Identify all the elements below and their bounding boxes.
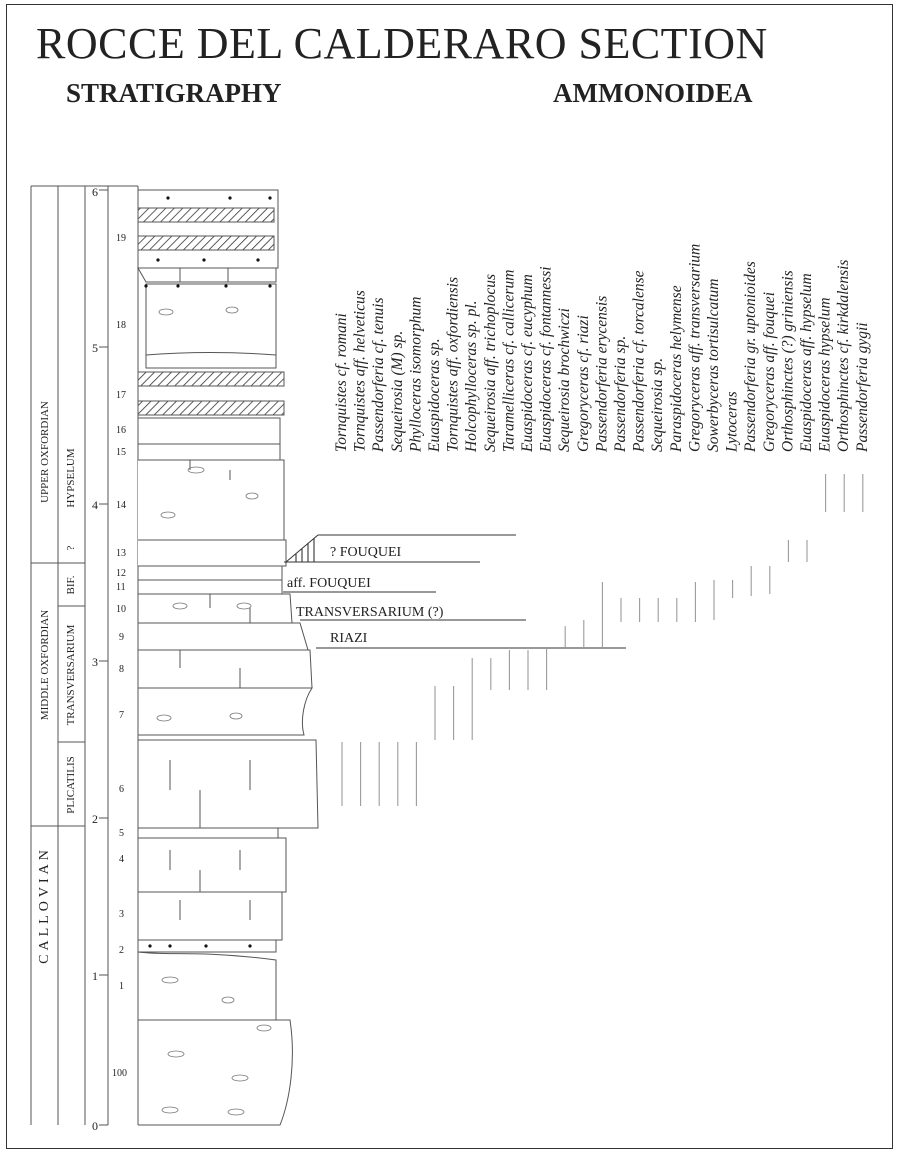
horizon-lines [283, 534, 626, 649]
species-label: Sequeirosia brochwiczi [556, 308, 573, 452]
lithologic-column [137, 189, 319, 1126]
species-labels: Tornquistes cf. romani Tornquistes aff. h… [333, 244, 871, 453]
scale-tick-1: 1 [92, 969, 98, 983]
horizon-transversarium: TRANSVERSARIUM (?) [296, 605, 444, 620]
stage-upper-oxfordian: UPPER OXFORDIAN [39, 401, 51, 503]
species-label: Sequeirosia (M) sp. [389, 331, 406, 452]
bed-17: 17 [116, 390, 126, 401]
bed-19: 19 [116, 233, 126, 244]
page-title: ROCCE DEL CALDERARO SECTION [36, 19, 768, 68]
species-label: Phylloceras isomorphum [407, 297, 424, 453]
zone-bif: BIF. [65, 575, 77, 594]
scale-tick-6: 6 [92, 185, 98, 199]
bed-14: 14 [116, 500, 126, 511]
ammonoidea-heading: AMMONOIDEA [553, 78, 753, 108]
bed-1: 1 [119, 981, 124, 992]
scale-tick-2: 2 [92, 812, 98, 826]
species-label: Euaspidoceras cf. fontannessi [538, 266, 555, 453]
species-label: Passendorferia cf. tenuis [370, 297, 387, 453]
zone-question: ? [65, 545, 77, 550]
scale-tick-0: 0 [92, 1119, 98, 1133]
species-label: Holcophylloceras sp. pl. [463, 300, 480, 453]
bed-8: 8 [119, 664, 124, 675]
bed-12: 12 [116, 568, 126, 579]
figure-frame [6, 4, 893, 1149]
species-label: Lytoceras [724, 391, 741, 453]
bed-3: 3 [119, 909, 124, 920]
stage-callovian: CALLOVIAN [37, 846, 52, 964]
stratigraphy-heading: STRATIGRAPHY [66, 78, 282, 108]
bed-100: 100 [112, 1068, 127, 1079]
scale-tick-3: 3 [92, 655, 98, 669]
bed-4: 4 [119, 854, 124, 865]
nodules [156, 306, 272, 1116]
species-label: Passendorferia erycensis [593, 296, 610, 453]
species-label: Euaspidoceras cf. eucyphum [519, 274, 536, 453]
species-label: Tornquistes cf. romani [333, 313, 350, 452]
bed-10: 10 [116, 604, 126, 615]
zone-hypselum: HYPSELUM [65, 448, 77, 508]
species-label: Tornquistes aff. oxfordiensis [445, 277, 462, 452]
horizon-riazi: RIAZI [330, 631, 368, 646]
species-label: Passendorferia cf. torcalense [631, 270, 648, 453]
bed-5: 5 [119, 828, 124, 839]
species-label: Paraspidoceras helymense [668, 285, 685, 453]
species-label: Orthosphinctes cf. kirkdalensis [835, 260, 852, 452]
scale-tick-4: 4 [92, 498, 98, 512]
bed-numbers: 19 18 17 16 15 14 13 12 11 10 9 8 7 6 5 … [112, 233, 127, 1079]
species-label: Gregoryceras aff. fouquei [761, 292, 778, 452]
bed-11: 11 [116, 582, 126, 593]
zone-transversarium: TRANSVERSARIUM [65, 624, 77, 725]
species-label: Gregoryceras cf. riazi [575, 315, 592, 452]
species-label: Sequeirosia sp. [649, 358, 666, 452]
chert-dots [144, 196, 272, 948]
bed-2: 2 [119, 945, 124, 956]
horizon-aff-fouquei: aff. FOUQUEI [287, 576, 371, 591]
species-label: Euaspidoceras sp. [426, 338, 443, 453]
species-label: Euaspidoceras aff. hypselum [798, 273, 815, 453]
species-label: Passendorferia gygii [854, 322, 871, 453]
bed-16: 16 [116, 425, 126, 436]
bed-9: 9 [119, 632, 124, 643]
stage-middle-oxfordian: MIDDLE OXFORDIAN [39, 610, 51, 720]
bed-18: 18 [116, 320, 126, 331]
species-label: Euaspidoceras hypselum [817, 297, 834, 453]
chrono-columns [30, 185, 139, 1125]
bed-7: 7 [119, 710, 124, 721]
bed-13: 13 [116, 548, 126, 559]
species-label: Tornquistes aff. helveticus [352, 290, 369, 452]
species-label: Taramelliceras cf. callicerum [500, 270, 517, 452]
zone-plicatilis: PLICATILIS [65, 756, 77, 813]
range-bars [341, 474, 864, 806]
species-label: Passendorferia sp. [612, 336, 629, 453]
species-label: Passendorferia gr. uptonioides [742, 261, 759, 453]
species-label: Orthosphinctes (?) griniensis [779, 270, 796, 452]
horizon-question-fouquei: ? FOUQUEI [330, 545, 401, 560]
species-label: Sequeirosia aff. trichoplocus [482, 274, 499, 452]
metre-scale [99, 189, 108, 1126]
species-label: Sowerbyceras tortisulcatum [705, 279, 722, 453]
bed-6: 6 [119, 784, 124, 795]
bed-15: 15 [116, 447, 126, 458]
scale-tick-5: 5 [92, 341, 98, 355]
species-label: Gregoryceras aff. transversarium [686, 244, 703, 452]
